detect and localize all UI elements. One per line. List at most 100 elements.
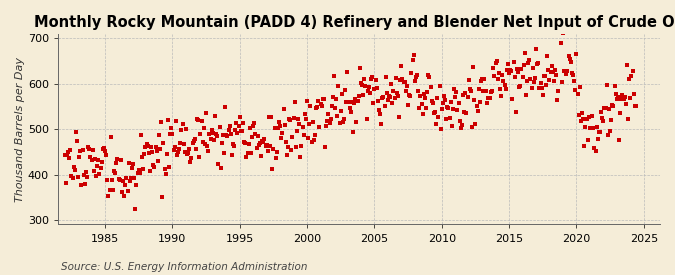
Point: [215, 166, 226, 170]
Point: [332, 114, 343, 119]
Point: [317, 97, 328, 101]
Point: [275, 124, 286, 128]
Point: [283, 145, 294, 150]
Point: [599, 106, 610, 111]
Point: [61, 152, 72, 157]
Point: [448, 106, 458, 111]
Point: [185, 160, 196, 164]
Point: [377, 96, 387, 100]
Point: [454, 119, 465, 123]
Point: [248, 124, 259, 129]
Point: [193, 118, 204, 122]
Point: [95, 166, 106, 170]
Point: [151, 149, 162, 153]
Point: [356, 83, 367, 88]
Point: [250, 131, 261, 136]
Point: [129, 175, 140, 180]
Point: [398, 79, 409, 84]
Point: [483, 96, 493, 101]
Point: [138, 167, 148, 172]
Point: [574, 85, 585, 90]
Point: [629, 103, 640, 108]
Point: [414, 105, 425, 110]
Point: [202, 144, 213, 148]
Point: [420, 96, 431, 100]
Point: [148, 163, 159, 167]
Point: [97, 147, 108, 152]
Point: [437, 101, 448, 106]
Point: [612, 97, 622, 101]
Point: [390, 75, 401, 80]
Point: [356, 81, 367, 85]
Text: Source: U.S. Energy Information Administration: Source: U.S. Energy Information Administ…: [61, 262, 307, 272]
Point: [603, 106, 614, 111]
Point: [182, 152, 192, 156]
Point: [426, 99, 437, 103]
Point: [343, 100, 354, 104]
Point: [449, 86, 460, 91]
Point: [392, 91, 402, 95]
Point: [195, 132, 206, 136]
Point: [88, 169, 99, 173]
Point: [593, 137, 603, 141]
Point: [361, 116, 372, 121]
Point: [304, 122, 315, 126]
Point: [137, 154, 148, 159]
Point: [385, 95, 396, 99]
Point: [211, 132, 221, 136]
Point: [242, 150, 253, 155]
Point: [532, 62, 543, 66]
Point: [92, 164, 103, 168]
Point: [568, 73, 578, 77]
Point: [348, 130, 358, 134]
Point: [395, 78, 406, 82]
Point: [120, 183, 131, 187]
Point: [397, 77, 408, 81]
Point: [488, 65, 499, 70]
Point: [194, 155, 205, 159]
Point: [156, 120, 167, 124]
Point: [115, 157, 126, 162]
Point: [163, 118, 173, 122]
Point: [234, 115, 245, 119]
Point: [113, 177, 124, 182]
Point: [486, 90, 497, 94]
Point: [300, 117, 311, 121]
Point: [364, 91, 375, 95]
Point: [479, 77, 490, 81]
Point: [171, 153, 182, 157]
Point: [507, 97, 518, 102]
Point: [186, 156, 197, 160]
Point: [190, 147, 201, 151]
Point: [76, 182, 87, 187]
Point: [327, 95, 338, 99]
Point: [463, 77, 474, 82]
Point: [153, 159, 163, 164]
Point: [416, 101, 427, 106]
Point: [464, 87, 475, 92]
Point: [612, 95, 623, 100]
Point: [404, 93, 414, 97]
Title: Monthly Rocky Mountain (PADD 4) Refinery and Blender Net Input of Crude Oil: Monthly Rocky Mountain (PADD 4) Refinery…: [34, 15, 675, 30]
Point: [394, 115, 404, 119]
Point: [589, 145, 600, 150]
Point: [446, 123, 457, 128]
Point: [493, 77, 504, 81]
Point: [295, 155, 306, 159]
Point: [258, 140, 269, 144]
Point: [624, 77, 634, 82]
Point: [177, 122, 188, 127]
Point: [256, 154, 267, 158]
Point: [370, 78, 381, 82]
Point: [222, 133, 233, 138]
Point: [376, 122, 387, 126]
Point: [442, 105, 453, 109]
Point: [410, 79, 421, 83]
Point: [320, 145, 331, 150]
Point: [160, 172, 171, 177]
Point: [609, 84, 620, 88]
Point: [263, 149, 273, 153]
Point: [180, 150, 190, 154]
Point: [288, 116, 299, 120]
Point: [128, 162, 138, 166]
